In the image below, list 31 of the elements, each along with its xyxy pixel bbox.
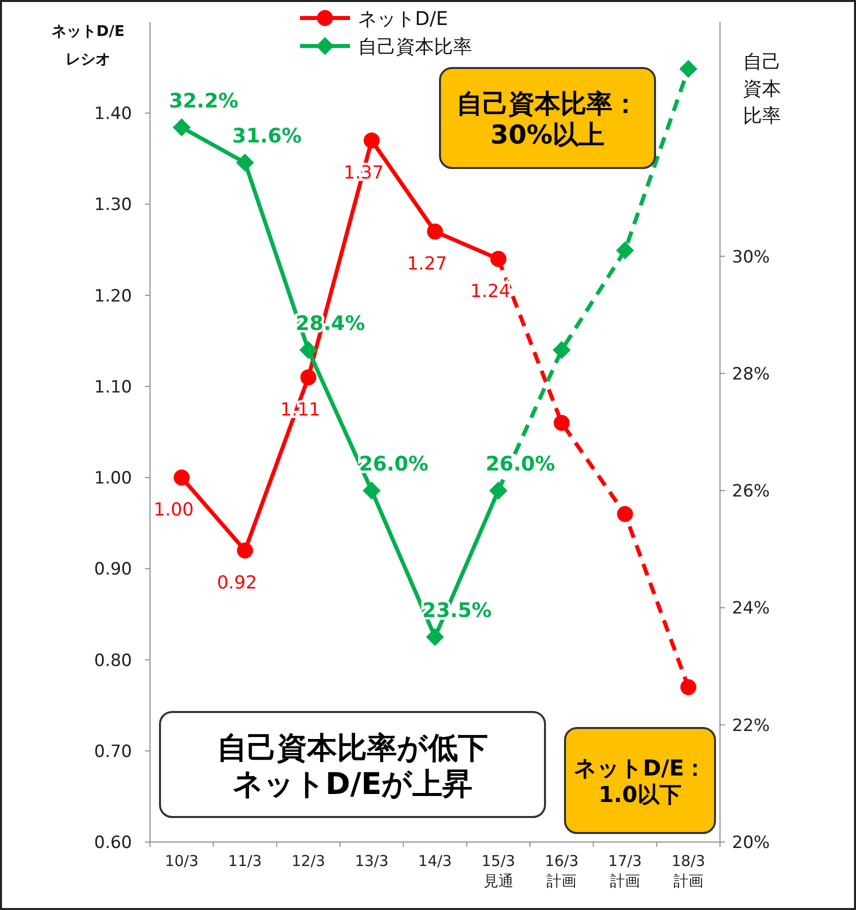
x-tick-label: 12/3 bbox=[291, 852, 326, 870]
y2-axis-title: 自己資本比率 bbox=[743, 51, 781, 127]
y2-tick-label: 24% bbox=[732, 598, 770, 619]
y2-tick-label: 22% bbox=[732, 716, 770, 736]
y-tick-label: 1.30 bbox=[94, 195, 132, 216]
y2-tick-label: 20% bbox=[732, 833, 770, 853]
annotation: ネットD/E：1.0以下 bbox=[574, 756, 706, 808]
x-tick-label: 13/3 bbox=[354, 852, 389, 870]
annotation: 自己資本比率：30%以上 bbox=[456, 89, 638, 150]
y-tick-label: 1.10 bbox=[94, 377, 132, 398]
legend-label: 自己資本比率 bbox=[358, 36, 472, 58]
legend-label: ネットD/E bbox=[358, 8, 448, 30]
x-tick-label: 10/3 bbox=[164, 852, 199, 870]
y2-tick-label: 26% bbox=[732, 482, 770, 502]
y2-tick-label: 30% bbox=[732, 247, 770, 268]
y-tick-label: 1.40 bbox=[94, 104, 132, 124]
x-tick-label: 15/3 見通 bbox=[481, 852, 516, 890]
x-tick-label: 14/3 bbox=[418, 852, 452, 870]
x-tick-label: 11/3 bbox=[228, 852, 262, 870]
annotation: 自己資本比率が低下ネットD/Eが上昇 bbox=[217, 730, 488, 802]
y-tick-label: 0.70 bbox=[94, 742, 132, 762]
y-tick-label: 1.00 bbox=[94, 468, 132, 489]
x-tick-label: 17/3 計画 bbox=[608, 852, 642, 890]
y-tick-label: 0.60 bbox=[94, 833, 132, 853]
y-tick-label: 1.20 bbox=[94, 286, 132, 306]
y-axis-title: ネットD/E レシオ bbox=[51, 22, 125, 68]
x-tick-label: 18/3 計画 bbox=[671, 852, 706, 890]
y2-tick-label: 28% bbox=[732, 364, 770, 384]
y-tick-label: 0.80 bbox=[94, 650, 132, 671]
y-tick-label: 0.90 bbox=[94, 560, 132, 580]
x-tick-label: 16/3 計画 bbox=[544, 852, 579, 890]
